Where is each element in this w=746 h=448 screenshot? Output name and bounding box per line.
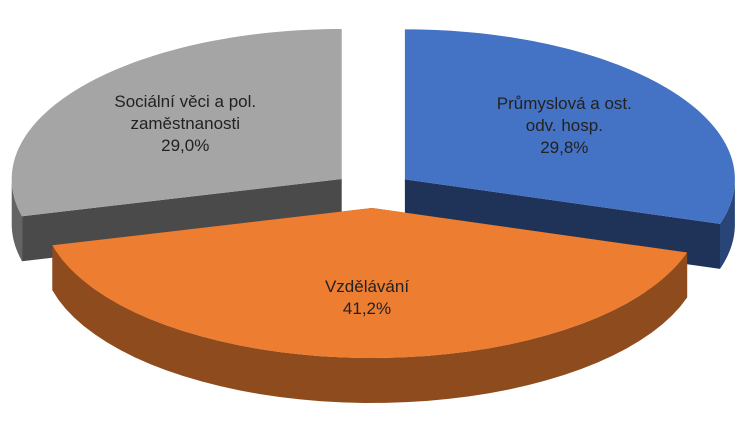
outer-wall [52, 245, 688, 403]
category-label: Průmyslová a ost. odv. hosp. [496, 93, 632, 135]
category-label: Vzdělávání [324, 276, 410, 296]
outer-wall [11, 178, 23, 262]
slice-label: Průmyslová a ost. odv. hosp. 29,8% [479, 93, 649, 159]
outer-wall [719, 179, 735, 269]
value-label: 29,0% [161, 135, 210, 155]
slice-label: Sociální věci a pol. zaměstnanosti 29,0% [100, 91, 270, 157]
value-label: 41,2% [342, 298, 392, 318]
category-label: Sociální věci a pol. zaměstnanosti [114, 91, 257, 133]
slice [404, 29, 735, 224]
slice-label: Vzdělávání 41,2% [282, 276, 452, 320]
slice [11, 28, 342, 217]
slice [52, 207, 688, 358]
value-label: 29,8% [540, 137, 589, 157]
